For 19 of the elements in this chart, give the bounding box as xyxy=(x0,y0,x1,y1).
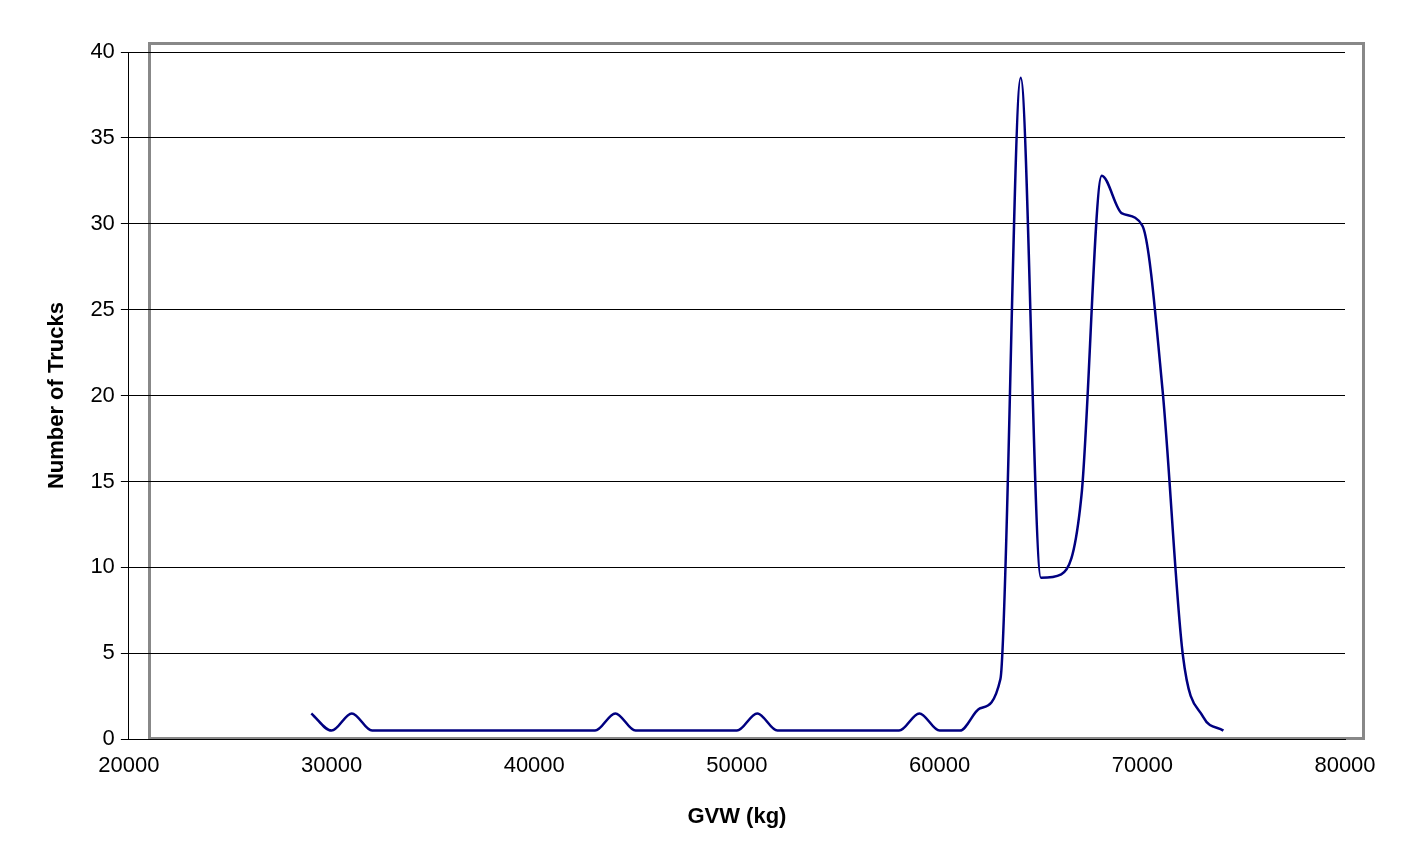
y-tick-label: 10 xyxy=(90,553,115,579)
x-tick-label: 60000 xyxy=(909,752,971,778)
x-tick-label: 40000 xyxy=(503,752,565,778)
y-tick-label: 40 xyxy=(90,38,115,64)
x-tick-label: 30000 xyxy=(300,752,363,778)
x-tick-label: 70000 xyxy=(1111,752,1173,778)
y-tick-label: 15 xyxy=(90,467,115,493)
line-series xyxy=(310,76,1225,732)
y-axis-title: Number of Trucks xyxy=(43,302,69,490)
y-tick-label: 35 xyxy=(90,123,115,149)
x-tick-label: 50000 xyxy=(706,752,768,778)
y-tick-label: 30 xyxy=(90,209,115,235)
x-tick-label: 20000 xyxy=(98,752,160,778)
y-tick-label: 0 xyxy=(102,725,115,751)
y-tick-label: 25 xyxy=(90,295,115,321)
x-tick-label: 80000 xyxy=(1314,752,1376,778)
y-tick-label: 20 xyxy=(90,381,115,407)
y-tick-label: 5 xyxy=(102,639,115,665)
x-axis-title: GVW (kg) xyxy=(687,802,787,828)
